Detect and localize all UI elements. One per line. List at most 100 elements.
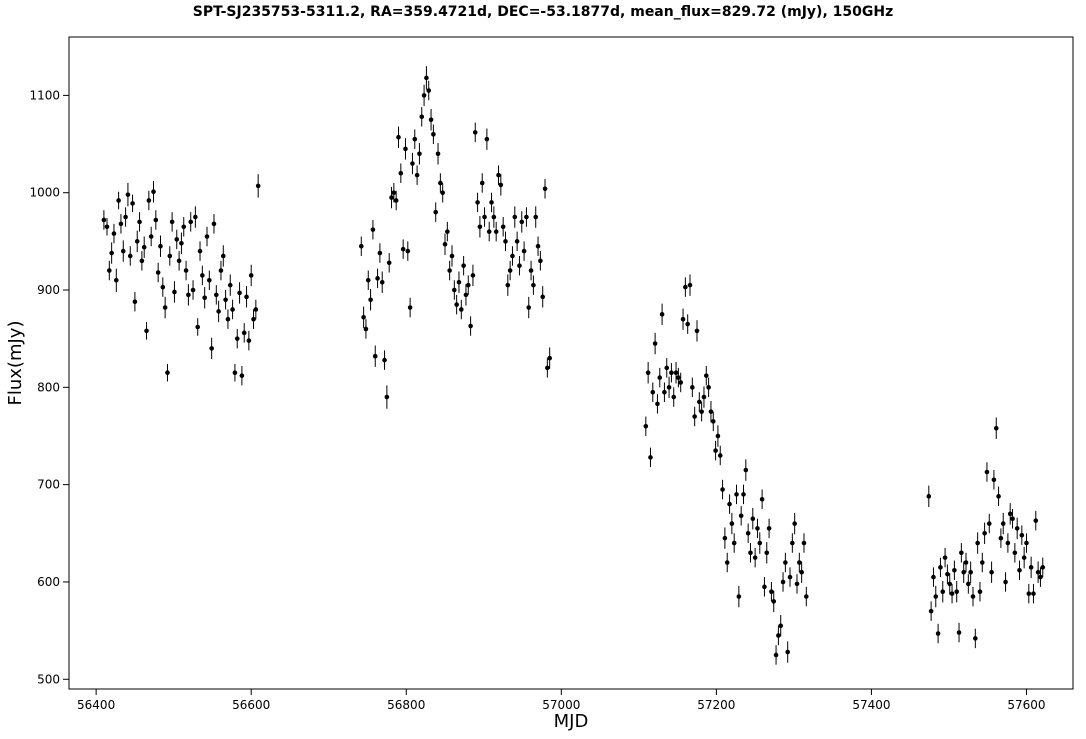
- data-point: [512, 214, 518, 220]
- data-point: [1003, 579, 1008, 585]
- data-point: [1017, 567, 1022, 573]
- data-point: [531, 282, 536, 288]
- data-point: [179, 241, 184, 246]
- data-point: [745, 530, 751, 536]
- data-point: [1014, 526, 1020, 531]
- data-point: [244, 294, 249, 300]
- data-point: [463, 292, 469, 298]
- data-point: [797, 560, 802, 565]
- data-point: [968, 569, 973, 575]
- data-point: [118, 221, 124, 227]
- data-point: [993, 425, 999, 431]
- data-point: [153, 217, 159, 223]
- data-point: [720, 487, 725, 492]
- data-point: [652, 341, 658, 346]
- data-point: [456, 279, 462, 285]
- data-point: [776, 633, 781, 638]
- data-point: [683, 284, 688, 290]
- data-point: [676, 375, 681, 380]
- data-point: [458, 307, 464, 312]
- data-point: [545, 365, 550, 371]
- data-point: [139, 258, 145, 264]
- data-point: [933, 594, 939, 599]
- data-point: [470, 273, 476, 278]
- data-point: [125, 192, 131, 197]
- data-point: [232, 370, 238, 376]
- data-point: [734, 492, 739, 497]
- data-point: [386, 260, 392, 266]
- data-point: [959, 550, 964, 556]
- data-point: [938, 565, 943, 570]
- data-point: [454, 302, 459, 307]
- data-point: [659, 312, 665, 317]
- data-point: [752, 555, 758, 560]
- data-point: [491, 214, 497, 220]
- data-point: [426, 88, 432, 93]
- data-point: [727, 501, 732, 507]
- data-point: [389, 195, 394, 200]
- data-point: [715, 433, 721, 439]
- data-point: [991, 477, 997, 483]
- data-point: [127, 253, 133, 259]
- y-tick-label: 800: [37, 380, 60, 394]
- data-point: [708, 409, 714, 414]
- data-point: [104, 224, 110, 230]
- data-point: [954, 589, 960, 594]
- y-tick-label: 1000: [29, 186, 60, 200]
- data-point: [701, 394, 707, 400]
- data-point: [202, 295, 207, 301]
- data-point: [190, 287, 196, 293]
- data-point: [227, 282, 233, 288]
- data-point: [778, 623, 784, 629]
- data-point: [755, 526, 760, 531]
- data-point: [743, 467, 749, 473]
- data-point: [197, 248, 203, 254]
- data-point: [966, 581, 971, 587]
- data-point: [787, 574, 793, 580]
- data-point: [209, 346, 214, 351]
- data-point: [759, 496, 765, 502]
- data-point: [101, 217, 107, 223]
- data-point: [970, 594, 976, 599]
- data-point: [368, 297, 373, 303]
- data-point: [375, 276, 380, 281]
- data-point: [496, 172, 501, 178]
- data-point: [1010, 516, 1015, 522]
- data-point: [141, 244, 147, 250]
- data-point: [440, 190, 445, 196]
- data-point: [146, 198, 152, 203]
- y-tick-label: 500: [37, 672, 60, 686]
- data-point: [241, 330, 247, 336]
- data-point: [421, 93, 427, 98]
- data-point: [540, 294, 546, 300]
- data-point: [949, 591, 955, 596]
- data-point: [484, 136, 490, 142]
- y-axis-label: Flux(mJy): [5, 321, 26, 406]
- data-point: [449, 253, 455, 259]
- data-point: [144, 328, 149, 334]
- data-point: [996, 494, 1001, 499]
- data-point: [134, 239, 140, 244]
- data-point: [771, 599, 777, 604]
- data-point: [239, 373, 245, 378]
- data-point: [697, 399, 702, 405]
- data-point: [489, 200, 494, 205]
- data-point: [248, 273, 254, 278]
- data-point: [986, 521, 992, 526]
- data-point: [393, 198, 399, 203]
- data-point: [358, 243, 364, 249]
- data-point: [365, 277, 371, 283]
- data-point: [363, 326, 369, 332]
- data-points: [101, 66, 1046, 665]
- data-point: [162, 305, 168, 310]
- data-point: [482, 214, 487, 220]
- data-point: [403, 146, 408, 152]
- data-point: [132, 299, 138, 304]
- data-point: [542, 186, 548, 192]
- data-point: [961, 569, 966, 575]
- data-point: [493, 229, 499, 234]
- data-point: [648, 455, 653, 460]
- data-point: [699, 409, 704, 414]
- data-point: [384, 394, 390, 400]
